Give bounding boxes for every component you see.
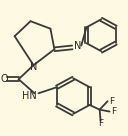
Text: HN: HN <box>22 91 37 101</box>
Text: F: F <box>109 97 114 106</box>
Text: N: N <box>74 41 81 51</box>
Text: F: F <box>98 119 103 128</box>
Text: O: O <box>1 74 8 84</box>
Text: F: F <box>111 107 116 116</box>
Text: N: N <box>30 62 37 72</box>
